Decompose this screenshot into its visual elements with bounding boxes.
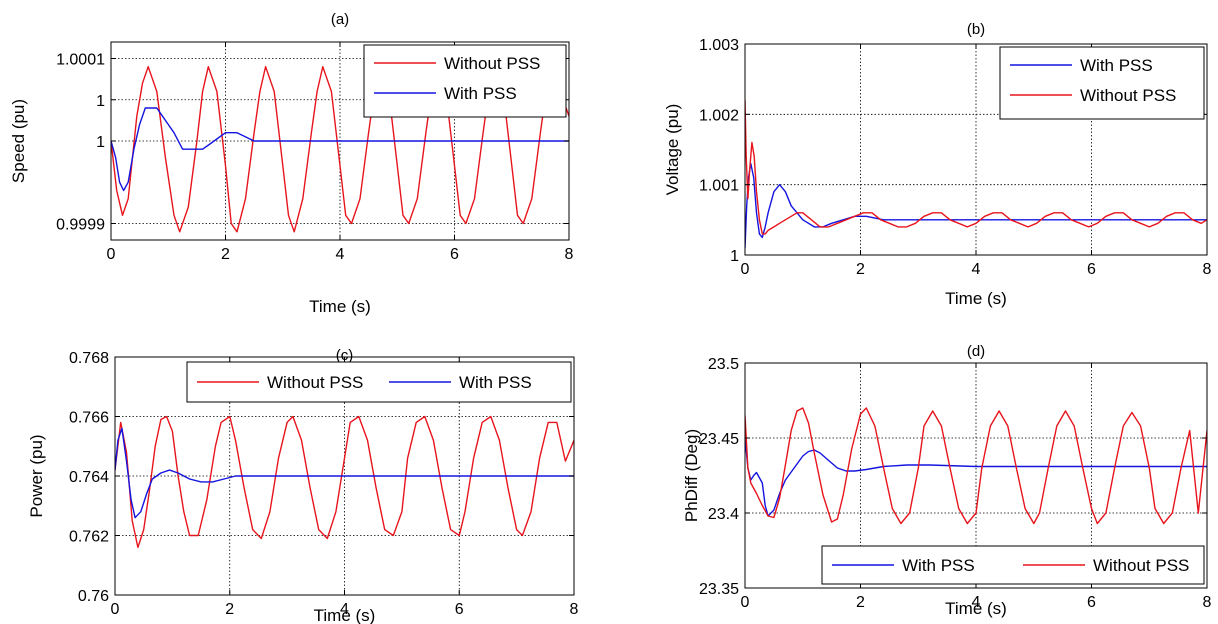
chart-panel-c: 0 2 4 6 8 0.76 0.762 0.764 0.766 0.768 (c) Time (s)…	[27, 347, 579, 624]
chart-panel-b: 0 2 4 6 8 1 1.001 1.002 1.003 (b) Time (s) Voltage …	[663, 21, 1212, 308]
legend-entry: With PSS	[1010, 56, 1153, 75]
x-tick-label: 8	[570, 601, 579, 618]
x-tick-label: 0	[111, 601, 120, 618]
x-tick-label: 4	[336, 246, 345, 263]
legend-label: With PSS	[1080, 56, 1153, 75]
chart-title: (b)	[967, 21, 985, 38]
x-tick-label: 4	[972, 594, 981, 611]
legend-entry: Without PSS	[1023, 556, 1189, 575]
y-tick-label: 0.768	[69, 350, 109, 367]
x-tick-label: 8	[565, 246, 574, 263]
x-tick-label: 0	[107, 246, 116, 263]
legend: With PSS Without PSS	[821, 545, 1205, 585]
y-tick-label: 1.001	[699, 178, 739, 195]
y-tick-label: 1	[96, 93, 105, 110]
legend-label: With PSS	[459, 373, 532, 392]
legend-box	[363, 44, 567, 118]
legend: With PSS Without PSS	[999, 46, 1205, 120]
series-line-without-pss	[115, 415, 574, 549]
legend-entry: Without PSS	[1010, 86, 1176, 105]
chart-title: (a)	[331, 11, 349, 28]
x-tick-label: 2	[221, 246, 230, 263]
y-axis-label: PhDiff (Deg)	[682, 429, 701, 522]
y-tick-label: 0.766	[69, 410, 109, 427]
chart-panel-a: 0 2 4 6 8 0.9999 1 1 1.0001 (a) Time (s) Speed (pu)…	[9, 11, 574, 316]
x-axis-label: Time (s)	[945, 599, 1007, 618]
y-tick-label: 23.5	[708, 356, 739, 373]
x-axis-label: Time (s)	[945, 289, 1007, 308]
y-tick-label: 0.9999	[56, 217, 105, 234]
y-axis-label: Power (pu)	[27, 434, 46, 517]
y-tick-label: 0.764	[69, 469, 109, 486]
y-tick-label: 1.003	[699, 37, 739, 54]
series-line-with-pss	[115, 427, 574, 519]
legend-label: Without PSS	[1080, 86, 1176, 105]
x-tick-label: 0	[741, 594, 750, 611]
chart-title: (d)	[967, 343, 985, 360]
legend: Without PSS With PSS	[363, 44, 567, 118]
legend-box	[999, 46, 1205, 120]
y-tick-label: 23.45	[699, 431, 739, 448]
legend-label: Without PSS	[1093, 556, 1189, 575]
y-tick-label: 23.35	[699, 581, 739, 598]
y-tick-label: 1.0001	[56, 52, 105, 69]
y-tick-label: 1	[96, 134, 105, 151]
y-axis-label: Speed (pu)	[9, 99, 28, 183]
x-tick-label: 4	[972, 261, 981, 278]
legend-entry: With PSS	[832, 556, 975, 575]
legend-label: With PSS	[902, 556, 975, 575]
x-tick-label: 2	[856, 261, 865, 278]
x-tick-label: 0	[741, 261, 750, 278]
y-tick-label: 23.4	[708, 506, 739, 523]
chart-panel-d: 0 2 4 6 8 23.35 23.4 23.45 23.5 (d) Time (s) PhDiff…	[682, 343, 1212, 618]
chart-title: (c)	[336, 347, 354, 364]
legend-label: Without PSS	[267, 373, 363, 392]
legend-entry: Without PSS	[197, 373, 363, 392]
series-line-with-pss	[745, 162, 1207, 249]
x-tick-label: 8	[1203, 594, 1212, 611]
series-line-without-pss	[745, 407, 1207, 525]
y-axis-label: Voltage (pu)	[663, 104, 682, 196]
x-tick-label: 4	[340, 601, 349, 618]
legend-entry: With PSS	[374, 84, 517, 103]
series-line-without-pss	[745, 100, 1207, 235]
x-axis-label: Time (s)	[309, 297, 371, 316]
series-line-with-pss	[111, 107, 569, 192]
x-tick-label: 2	[225, 601, 234, 618]
legend-entry: With PSS	[389, 373, 532, 392]
legend-entry: Without PSS	[374, 54, 540, 73]
legend-label: Without PSS	[444, 54, 540, 73]
y-tick-label: 0.762	[69, 529, 109, 546]
x-tick-label: 6	[1087, 261, 1096, 278]
y-tick-label: 1.002	[699, 107, 739, 124]
x-tick-label: 6	[455, 601, 464, 618]
x-tick-label: 8	[1203, 261, 1212, 278]
legend-label: With PSS	[444, 84, 517, 103]
legend: Without PSS With PSS	[186, 361, 572, 403]
x-axis-label: Time (s)	[314, 606, 376, 624]
x-tick-label: 2	[856, 594, 865, 611]
y-tick-label: 1	[730, 248, 739, 265]
x-tick-label: 6	[450, 246, 459, 263]
x-tick-label: 6	[1087, 594, 1096, 611]
y-tick-label: 0.76	[78, 588, 109, 605]
